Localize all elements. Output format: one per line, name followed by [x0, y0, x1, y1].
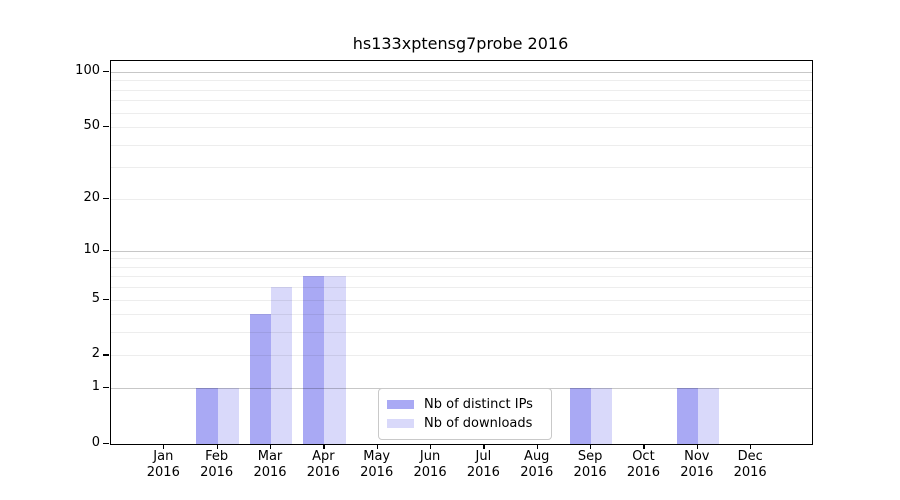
y-tick-mark	[103, 354, 109, 356]
x-tick-label: Aug 2016	[520, 449, 554, 480]
x-tick-mark	[430, 444, 432, 449]
y-tick-label: 100	[75, 63, 100, 78]
legend-label-distinct-ips: Nb of distinct IPs	[424, 397, 533, 412]
x-tick-label: Jan 2016	[146, 449, 180, 480]
chart-title: hs133xptensg7probe 2016	[352, 34, 569, 53]
x-tick-mark	[216, 444, 218, 449]
bar-distinct-ips	[676, 388, 698, 444]
bar-distinct-ips	[303, 276, 325, 444]
x-tick-label: Oct 2016	[626, 449, 660, 480]
y-tick-label: 0	[91, 435, 100, 450]
x-tick-mark	[643, 444, 645, 449]
legend-label-downloads: Nb of downloads	[424, 416, 533, 431]
y-tick-mark	[103, 387, 109, 389]
bar-downloads	[591, 388, 613, 444]
x-tick-mark	[750, 444, 752, 449]
bar-downloads	[217, 388, 239, 444]
x-tick-mark	[376, 444, 378, 449]
y-tick-label: 50	[83, 118, 100, 134]
y-tick-mark	[103, 443, 109, 445]
x-tick-mark	[323, 444, 325, 449]
x-tick-label: Jul 2016	[466, 449, 500, 480]
y-tick-label: 20	[83, 189, 100, 205]
y-tick-label: 5	[91, 290, 100, 306]
y-tick-label: 2	[91, 346, 100, 362]
y-tick-mark	[103, 71, 109, 73]
x-tick-label: Jun 2016	[413, 449, 447, 480]
bars-layer	[111, 61, 812, 444]
x-tick-label: Sep 2016	[573, 449, 607, 480]
plot-area: Nb of distinct IPs Nb of downloads	[110, 60, 813, 445]
x-tick-mark	[696, 444, 698, 449]
x-tick-label: Nov 2016	[680, 449, 714, 480]
legend: Nb of distinct IPs Nb of downloads	[378, 388, 552, 440]
legend-swatch-downloads	[387, 419, 414, 428]
y-tick-mark	[103, 249, 109, 251]
bar-downloads	[324, 276, 346, 444]
x-tick-label: Feb 2016	[200, 449, 234, 480]
y-tick-label: 10	[83, 241, 100, 257]
x-tick-label: Dec 2016	[733, 449, 767, 480]
x-tick-label: Mar 2016	[253, 449, 287, 480]
bar-downloads	[697, 388, 720, 444]
bar-distinct-ips	[196, 388, 218, 444]
y-tick-mark	[103, 298, 109, 300]
y-tick-mark	[103, 197, 109, 199]
x-tick-mark	[483, 444, 485, 449]
x-tick-mark	[163, 444, 165, 449]
x-tick-mark	[536, 444, 538, 449]
x-tick-label: May 2016	[360, 449, 394, 480]
y-tick-label: 1	[91, 379, 100, 395]
legend-entry-downloads: Nb of downloads	[387, 414, 543, 433]
x-tick-label: Apr 2016	[306, 449, 340, 480]
legend-swatch-distinct-ips	[387, 400, 414, 409]
bar-distinct-ips	[569, 388, 592, 444]
y-tick-mark	[103, 126, 109, 128]
bar-distinct-ips	[249, 314, 271, 444]
legend-entry-distinct-ips: Nb of distinct IPs	[387, 395, 543, 414]
bar-downloads	[271, 287, 293, 444]
x-tick-mark	[270, 444, 272, 449]
x-tick-mark	[590, 444, 592, 449]
